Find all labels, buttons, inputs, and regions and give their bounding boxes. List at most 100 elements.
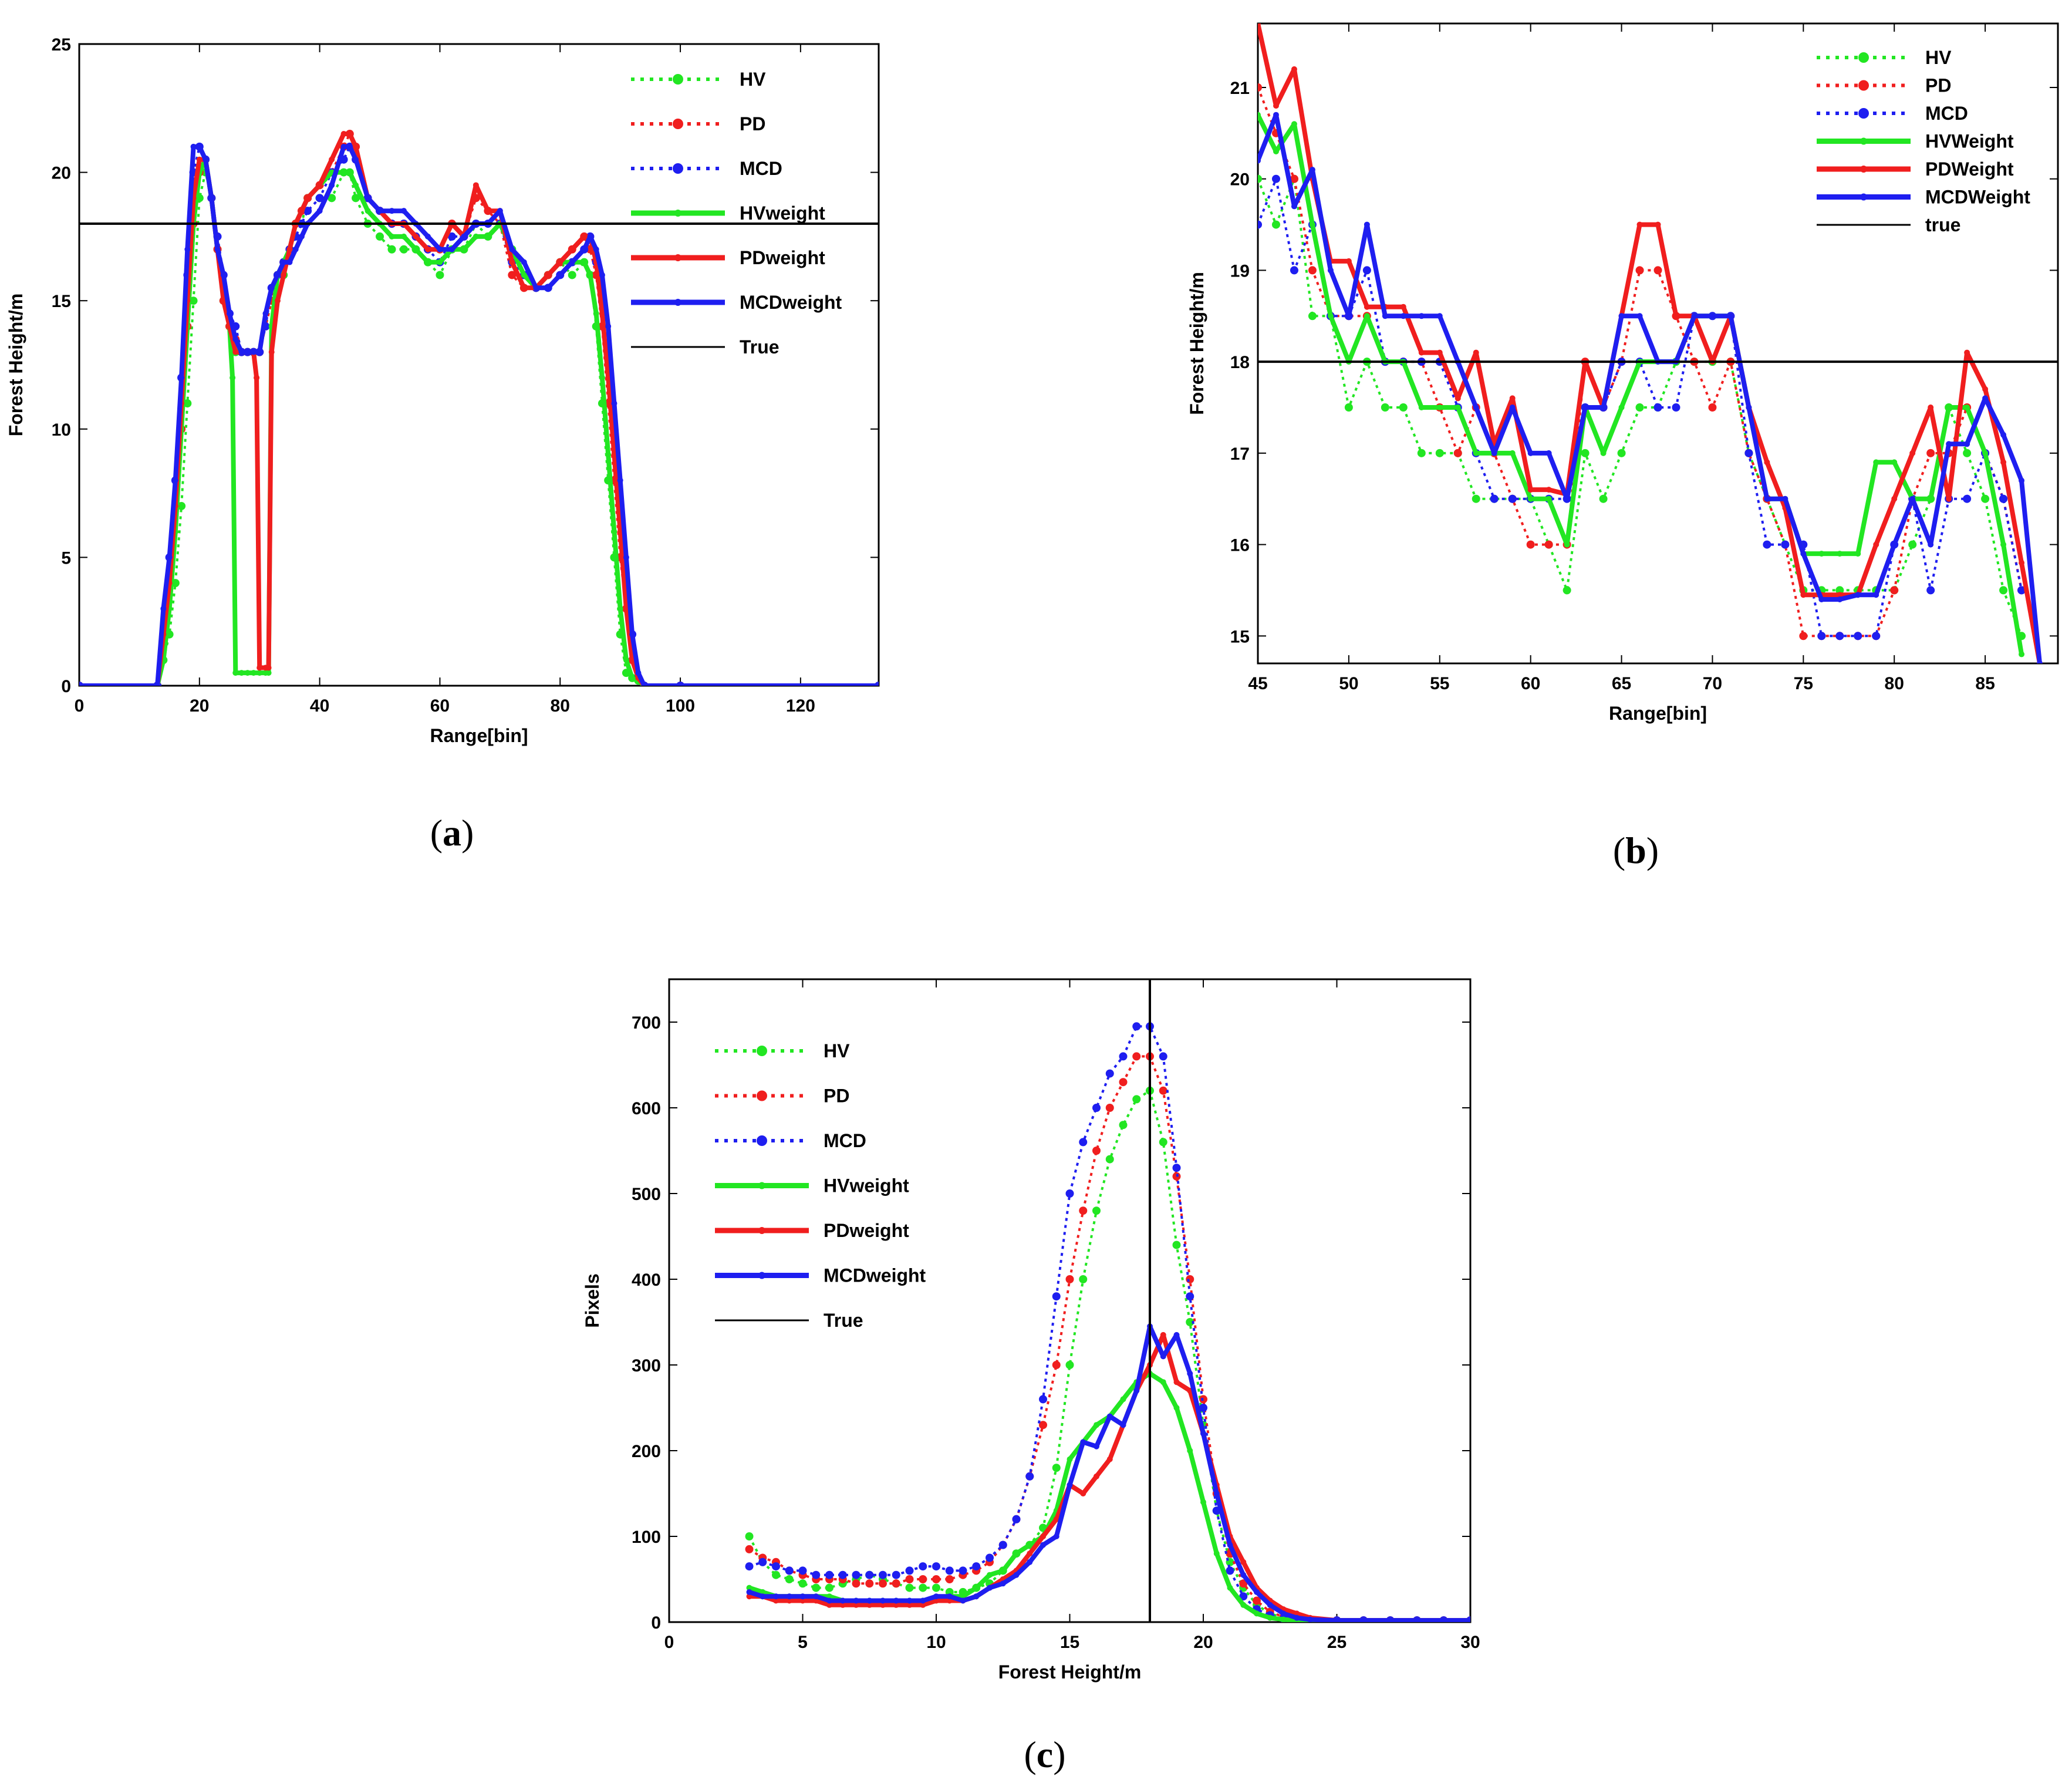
y-tick-label: 5 (61, 548, 71, 568)
data-point-hv (328, 194, 336, 203)
data-point-mcdweight (1254, 1589, 1260, 1595)
data-point-pd (1926, 449, 1935, 457)
data-point-mcdweight (557, 272, 563, 278)
data-point-hvweight (346, 169, 353, 176)
data-point-mcdweight (623, 554, 629, 561)
data-point-hv (825, 1583, 833, 1592)
x-tick-label: 80 (551, 696, 570, 716)
data-point-mcdweight (298, 233, 305, 240)
data-point-mcdweight (281, 259, 287, 265)
data-point-pdweight (1946, 495, 1952, 502)
data-point-mcd (1226, 1566, 1234, 1575)
x-tick-label: 80 (1885, 674, 1904, 693)
data-point-hv (376, 232, 384, 241)
data-point-hvweight (473, 233, 479, 240)
data-point-mcdweight (1361, 1617, 1366, 1622)
data-point-hv (1119, 1121, 1128, 1130)
data-point-pd (1105, 1104, 1114, 1112)
data-point-mcdweight (448, 246, 455, 252)
x-axis-label: Range[bin] (1609, 703, 1707, 724)
data-point-hvweight (1258, 112, 1261, 118)
legend-label: HV (1925, 47, 1952, 68)
data-point-pdweight (268, 349, 275, 355)
data-point-hvweight (1267, 1614, 1273, 1621)
data-point-mcd (1872, 632, 1881, 641)
data-point-mcd (1781, 540, 1790, 549)
data-point-mcdweight (1873, 592, 1879, 598)
x-tick-label: 15 (1060, 1633, 1079, 1652)
legend-marker (1860, 193, 1867, 201)
data-point-pdweight (611, 451, 617, 458)
data-point-mcdweight (677, 683, 684, 686)
data-point-hvweight (1928, 495, 1934, 502)
data-point-mcdweight (1467, 1617, 1470, 1622)
legend-marker (758, 1227, 765, 1234)
y-tick-label: 25 (52, 35, 71, 55)
data-point-mcdweight (250, 349, 257, 355)
data-point-pd (1253, 1596, 1261, 1605)
data-point-mcdweight (203, 156, 209, 163)
data-point-hv (1344, 403, 1353, 412)
data-point-mcdweight (593, 246, 599, 252)
data-point-hvweight (1120, 1396, 1126, 1403)
plot-area (79, 130, 879, 686)
data-point-mcd (1105, 1069, 1114, 1078)
data-point-hv (436, 271, 444, 279)
caption-c: (c) (1024, 1734, 1065, 1775)
data-point-mcd (1672, 403, 1680, 412)
data-point-mcdweight (1267, 1602, 1273, 1608)
data-point-mcd (972, 1562, 981, 1571)
data-point-pdweight (413, 233, 419, 240)
data-point-pdweight (1636, 221, 1643, 228)
data-point-mcdweight (1334, 1617, 1340, 1622)
data-point-hvweight (1200, 1499, 1206, 1505)
data-point-mcd (1132, 1022, 1141, 1031)
data-point-mcdweight (196, 143, 203, 150)
legend-marker (1858, 52, 1869, 63)
data-point-mcdweight (1436, 313, 1443, 319)
data-point-mcdweight (461, 233, 467, 240)
data-point-pdweight (569, 246, 575, 252)
data-point-mcdweight (346, 143, 353, 150)
data-point-hvweight (1067, 1456, 1073, 1462)
data-point-hvweight (250, 670, 257, 676)
data-point-mcdweight (497, 208, 503, 214)
data-point-mcd (772, 1562, 780, 1571)
data-point-mcdweight (1000, 1580, 1006, 1587)
legend-label: HVweight (824, 1175, 909, 1196)
x-tick-label: 30 (1460, 1633, 1480, 1652)
data-point-mcdweight (773, 1593, 779, 1600)
data-point-hvweight (1600, 450, 1607, 456)
data-point-mcd (745, 1562, 754, 1571)
data-point-pdweight (1964, 349, 1970, 356)
data-point-hv (399, 245, 408, 254)
data-point-mcdweight (1227, 1542, 1233, 1548)
data-point-mcdweight (208, 195, 215, 201)
y-tick-label: 15 (1230, 627, 1250, 646)
data-point-mcdweight (232, 336, 239, 342)
data-point-mcdweight (214, 246, 221, 252)
data-point-hvweight (461, 246, 467, 252)
x-tick-label: 70 (1703, 674, 1722, 693)
data-point-mcdweight (1909, 495, 1916, 502)
y-tick-label: 10 (52, 420, 71, 440)
data-point-mcd (1199, 1404, 1207, 1412)
data-point-hvweight (1013, 1550, 1020, 1557)
data-point-mcd (1963, 494, 1972, 503)
data-point-hvweight (1280, 1616, 1287, 1622)
data-point-pd (1526, 540, 1535, 549)
legend-label: MCDweight (740, 292, 842, 313)
data-point-mcdweight (1414, 1617, 1420, 1622)
data-point-hvweight (629, 675, 636, 681)
chart-panel-a: 0 20 40 60 80 100 120 0 5 10 15 20 25 Range[bin] Fores… (5, 35, 880, 746)
data-point-pdweight (605, 375, 612, 381)
data-point-hvweight (1946, 404, 1952, 410)
data-point-pd (1065, 1275, 1074, 1283)
data-point-mcdweight (1509, 404, 1516, 410)
data-point-pd (1635, 266, 1644, 275)
data-point-mcdweight (172, 477, 178, 484)
data-point-pd (1708, 403, 1717, 412)
data-point-mcdweight (1491, 450, 1497, 456)
data-point-mcdweight (746, 1589, 752, 1595)
legend-label: PDWeight (1925, 159, 2014, 180)
